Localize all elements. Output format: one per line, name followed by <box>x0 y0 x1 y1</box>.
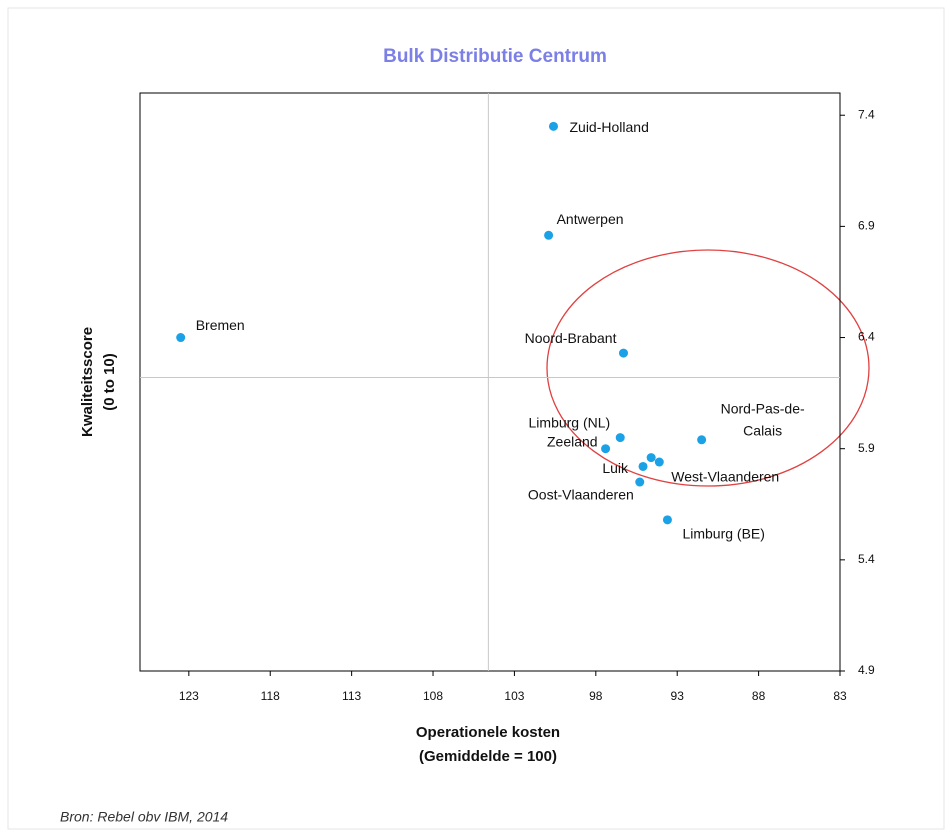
y-axis-label: Kwaliteitsscore <box>79 327 96 437</box>
source-note: Bron: Rebel obv IBM, 2014 <box>60 809 228 825</box>
x-tick-label: 103 <box>504 689 524 703</box>
point-label: Luik <box>602 460 629 476</box>
point-label: Calais <box>743 423 782 439</box>
x-tick-label: 113 <box>342 689 361 703</box>
x-tick-label: 93 <box>671 689 685 703</box>
point <box>635 477 645 487</box>
point-label: Bremen <box>196 317 245 333</box>
x-axis-label: Operationele kosten <box>416 724 560 741</box>
x-tick-label: 108 <box>423 689 443 703</box>
x-axis-label: (Gemiddelde = 100) <box>419 748 557 765</box>
point <box>615 433 625 443</box>
y-tick-label: 6.9 <box>858 219 875 233</box>
point <box>662 515 672 525</box>
y-tick-label: 5.4 <box>858 552 875 566</box>
point <box>601 444 611 454</box>
plot-frame <box>139 92 841 672</box>
y-tick-label: 7.4 <box>858 107 875 121</box>
point-label: Limburg (NL) <box>529 414 611 430</box>
y-tick-label: 4.9 <box>858 663 875 677</box>
point-label: Zeeland <box>547 433 598 449</box>
x-tick-label: 83 <box>833 689 847 703</box>
x-tick-label: 98 <box>589 689 603 703</box>
x-tick-label: 88 <box>752 689 766 703</box>
point <box>176 333 186 343</box>
x-tick-label: 118 <box>261 689 280 703</box>
point <box>618 348 628 358</box>
y-tick-label: 5.9 <box>858 441 875 455</box>
y-axis-label: (0 to 10) <box>101 353 118 411</box>
point <box>697 435 707 445</box>
point <box>548 121 558 131</box>
point <box>544 230 554 240</box>
point-label: Noord-Brabant <box>525 330 617 346</box>
point <box>654 457 664 467</box>
chart-title: Bulk Distributie Centrum <box>383 46 607 67</box>
point-label: Oost-Vlaanderen <box>528 487 634 503</box>
page-frame <box>7 7 945 830</box>
point-label: West-Vlaanderen <box>671 469 779 485</box>
x-tick-label: 123 <box>179 689 199 703</box>
point-label: Nord-Pas-de- <box>721 401 805 417</box>
point <box>638 461 648 471</box>
point-label: Zuid-Holland <box>569 119 648 135</box>
point-label: Antwerpen <box>557 211 624 227</box>
point <box>646 453 656 463</box>
y-tick-label: 6.4 <box>858 330 875 344</box>
highlight-ellipse <box>546 249 870 487</box>
point-label: Limburg (BE) <box>682 526 764 542</box>
